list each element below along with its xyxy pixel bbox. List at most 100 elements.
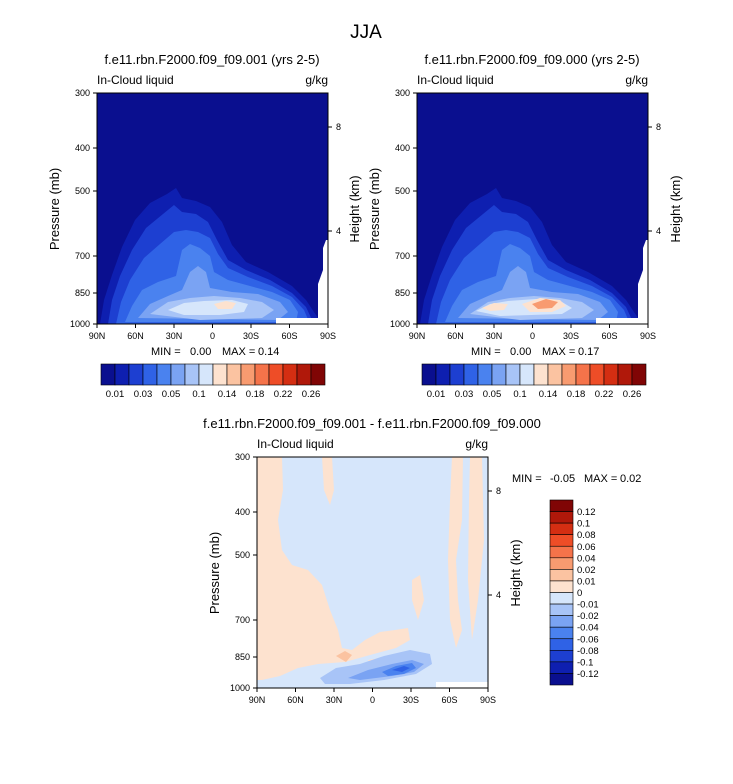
contour-positive-region <box>448 457 463 648</box>
colorbar-box <box>156 363 172 386</box>
colorbar-box <box>549 522 574 535</box>
y-tick-label: 400 <box>235 507 250 517</box>
colorbar-box <box>549 626 574 640</box>
contour-positive-region <box>257 457 410 680</box>
min-value: 0.00 <box>190 346 211 358</box>
x-tick-label: 0 <box>210 331 215 341</box>
colorbar-box <box>575 363 591 386</box>
colorbar-label: 0.03 <box>455 389 474 400</box>
max-value: 0.14 <box>258 346 279 358</box>
colorbar-box <box>170 363 186 386</box>
colorbar-label: 0.01 <box>427 389 446 400</box>
contour-level-0-01-positive <box>336 651 352 662</box>
y-tick-label: 400 <box>75 143 90 153</box>
y-right-tick-label: 8 <box>496 486 501 496</box>
contour-field <box>257 457 488 688</box>
y-axis-label: Pressure (mb) <box>367 168 382 250</box>
colorbar-box <box>491 363 507 386</box>
x-tick-label: 90N <box>89 331 106 341</box>
colorbar-box <box>212 363 228 386</box>
x-tick-label: 60S <box>441 695 457 705</box>
colorbar-label: 0.14 <box>218 389 237 400</box>
colorbar-box <box>549 557 574 570</box>
colorbar-box <box>549 580 574 593</box>
colorbar-label: 0.03 <box>134 389 153 400</box>
colorbar-box <box>296 363 312 386</box>
y-right-tick-label: 4 <box>656 226 661 236</box>
max-label: MAX = <box>584 473 617 485</box>
y-tick-labels: 300 400 500 700 850 1000 <box>390 88 410 329</box>
colorbar-box <box>198 363 214 386</box>
tick-marks <box>253 456 492 692</box>
y-tick-label: 300 <box>395 88 410 98</box>
panel-right-string: g/kg <box>305 73 328 87</box>
x-tick-label: 30S <box>403 695 419 705</box>
colorbar-box <box>282 363 298 386</box>
topography-mask <box>276 318 328 324</box>
y-tick-label: 500 <box>235 550 250 560</box>
x-tick-label: 30N <box>486 331 503 341</box>
y-tick-label: 850 <box>75 288 90 298</box>
panel-right-string: g/kg <box>465 437 488 451</box>
y-tick-label: 300 <box>75 88 90 98</box>
x-tick-label: 0 <box>370 695 375 705</box>
x-tick-label: 60N <box>447 331 464 341</box>
y-tick-label: 300 <box>235 452 250 462</box>
colorbar-label: -0.12 <box>577 669 599 680</box>
topography-mask <box>436 682 488 688</box>
figure-title: JJA <box>350 22 382 43</box>
colorbar-box <box>549 592 574 605</box>
colorbar-box <box>603 363 619 386</box>
contour-positive-region <box>468 457 484 640</box>
colorbar-label: -0.04 <box>577 623 599 634</box>
y-right-tick-label: 8 <box>336 122 341 132</box>
colorbar-label: 0.1 <box>577 519 590 530</box>
y-tick-label: 850 <box>395 288 410 298</box>
y-tick-label: 400 <box>395 143 410 153</box>
colorbar-box <box>617 363 633 386</box>
colorbar-box <box>142 363 158 386</box>
topography-mask <box>596 318 648 324</box>
colorbar: 0.01 0.03 0.05 0.1 0.14 0.18 0.22 0.26 <box>421 363 647 400</box>
colorbar-label: 0.22 <box>274 389 293 400</box>
y-right-tick-label: 4 <box>496 590 501 600</box>
max-value: 0.02 <box>620 473 641 485</box>
min-label: MIN = <box>471 346 501 358</box>
colorbar-label: 0.05 <box>162 389 181 400</box>
max-value: 0.17 <box>578 346 599 358</box>
colorbar-box <box>589 363 605 386</box>
colorbar-box <box>128 363 144 386</box>
panel-difference: f.e11.rbn.F2000.f09_f09.001 - f.e11.rbn.… <box>203 416 641 705</box>
colorbar-box <box>549 638 574 651</box>
y-tick-label: 850 <box>235 652 250 662</box>
colorbar-box <box>240 363 256 386</box>
colorbar-box <box>549 673 574 686</box>
y-tick-label: 700 <box>395 251 410 261</box>
colorbar-label: 0.04 <box>577 553 596 564</box>
y-axis-label: Pressure (mb) <box>207 532 222 614</box>
colorbar-label: 0.08 <box>577 530 596 541</box>
y-tick-label: 500 <box>75 186 90 196</box>
colorbar-label: 0.1 <box>192 389 205 400</box>
x-tick-label: 60N <box>287 695 304 705</box>
colorbar-box <box>549 511 574 524</box>
contour-level-minus-0-01 <box>320 650 432 684</box>
y-axis-label: Pressure (mb) <box>47 168 62 250</box>
colorbar-label: 0.18 <box>567 389 586 400</box>
colorbar-box <box>549 615 574 628</box>
colorbar-label: 0.01 <box>577 576 596 587</box>
contour-positive-region <box>322 457 334 505</box>
colorbar-box <box>449 363 465 386</box>
y-tick-label: 1000 <box>390 319 410 329</box>
colorbar-box <box>268 363 284 386</box>
colorbar-box <box>463 363 479 386</box>
colorbar-box <box>477 363 493 386</box>
y-right-tick-label: 4 <box>336 226 341 236</box>
colorbar-label: 0 <box>577 588 582 599</box>
colorbar-label: -0.08 <box>577 646 599 657</box>
colorbar-box <box>226 363 242 386</box>
colorbar-box <box>114 363 130 386</box>
colorbar-box <box>549 545 574 559</box>
y-tick-labels: 300 400 500 700 850 1000 <box>230 452 250 693</box>
y-tick-label: 700 <box>235 615 250 625</box>
